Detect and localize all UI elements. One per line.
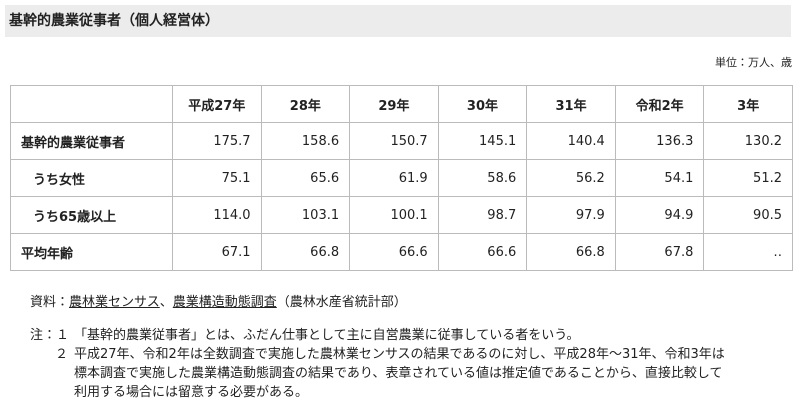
table-row: 基幹的農業従事者 175.7 158.6 150.7 145.1 140.4 136.3 13… — [10, 122, 793, 160]
notes: 注：１ 「基幹的農業従事者」とは、ふだん仕事として主に自営農業に従事している者をい… — [30, 326, 725, 402]
note-line: 標本調査で実施した農業構造動態調査の結果であり、表章されている値は推定値であるこ… — [30, 364, 725, 383]
cell: 103.1 — [260, 196, 351, 234]
column-header: 30年 — [437, 85, 528, 123]
row-label: うち女性 — [10, 159, 173, 197]
cell: 100.1 — [349, 196, 439, 234]
column-header: 28年 — [260, 85, 351, 123]
row-label: 基幹的農業従事者 — [10, 122, 173, 160]
note-text: 「基幹的農業従事者」とは、ふだん仕事として主に自営農業に従事している者をいう。 — [74, 328, 580, 343]
note-line: 注：１ 「基幹的農業従事者」とは、ふだん仕事として主に自営農業に従事している者をい… — [30, 326, 725, 345]
note-indent — [30, 364, 74, 383]
cell: 67.8 — [614, 233, 705, 271]
note-line: 利用する場合には留意する必要がある。 — [30, 383, 725, 402]
row-label: うち65歳以上 — [10, 196, 173, 234]
cell: 140.4 — [526, 122, 616, 160]
column-header: 平成27年 — [172, 85, 262, 123]
cell: 136.3 — [614, 122, 705, 160]
table-body: 基幹的農業従事者 175.7 158.6 150.7 145.1 140.4 136.3 13… — [10, 122, 793, 271]
cell: 65.6 — [260, 159, 351, 197]
note-indent — [30, 383, 74, 402]
cell: 130.2 — [703, 122, 793, 160]
cell: 150.7 — [349, 122, 439, 160]
note-text: 平成27年、令和2年は全数調査で実施した農林業センサスの結果であるのに対し、平成… — [74, 347, 725, 362]
cell: 66.6 — [349, 233, 439, 271]
data-table: 平成27年 28年 29年 30年 31年 令和2年 3年 基幹的農業従事者 175.7 158… — [10, 85, 793, 271]
section-title: 基幹的農業従事者（個人経営体） — [5, 5, 791, 37]
row-label: 平均年齢 — [10, 233, 173, 271]
cell: 90.5 — [703, 196, 793, 234]
corner-cell — [10, 85, 173, 123]
cell: 114.0 — [172, 196, 262, 234]
cell: ‥ — [703, 233, 793, 271]
cell: 94.9 — [614, 196, 705, 234]
cell: 158.6 — [260, 122, 351, 160]
cell: 51.2 — [703, 159, 793, 197]
column-header: 31年 — [526, 85, 616, 123]
cell: 67.1 — [172, 233, 262, 271]
source-link[interactable]: 農林業センサス — [69, 295, 160, 310]
table-row: 平均年齢 67.1 66.8 66.6 66.6 66.8 67.8 ‥ — [10, 233, 793, 271]
source-link[interactable]: 農業構造動態調査 — [172, 295, 277, 310]
column-header: 29年 — [349, 85, 439, 123]
cell: 56.2 — [526, 159, 616, 197]
note-text: 標本調査で実施した農業構造動態調査の結果であり、表章されている値は推定値であるこ… — [74, 366, 723, 381]
unit-label: 単位：万人、歳 — [715, 56, 792, 69]
note-marker: ２ — [54, 347, 68, 362]
header-row: 平成27年 28年 29年 30年 31年 令和2年 3年 — [10, 85, 793, 123]
source-suffix: （農林水産省統計部） — [276, 295, 407, 310]
cell: 97.9 — [526, 196, 616, 234]
cell: 66.8 — [260, 233, 351, 271]
table-head: 平成27年 28年 29年 30年 31年 令和2年 3年 — [10, 85, 793, 123]
cell: 175.7 — [172, 122, 262, 160]
note-text: 利用する場合には留意する必要がある。 — [74, 385, 309, 400]
note-line: ２ 平成27年、令和2年は全数調査で実施した農林業センサスの結果であるのに対し、平… — [30, 345, 725, 364]
cell: 66.6 — [437, 233, 528, 271]
cell: 61.9 — [349, 159, 439, 197]
source-separator: 、 — [159, 295, 173, 310]
column-header: 令和2年 — [614, 85, 705, 123]
cell: 98.7 — [437, 196, 528, 234]
source-prefix: 資料： — [30, 295, 70, 310]
column-header: 3年 — [703, 85, 793, 123]
cell: 66.8 — [526, 233, 616, 271]
cell: 75.1 — [172, 159, 262, 197]
note-marker: 注：１ — [30, 328, 70, 343]
cell: 54.1 — [614, 159, 705, 197]
cell: 145.1 — [437, 122, 528, 160]
table-row: うち65歳以上 114.0 103.1 100.1 98.7 97.9 94.9 90.5 — [10, 196, 793, 234]
cell: 58.6 — [437, 159, 528, 197]
table-row: うち女性 75.1 65.6 61.9 58.6 56.2 54.1 51.2 — [10, 159, 793, 197]
source: 資料：農林業センサス、農業構造動態調査（農林水産省統計部） — [30, 291, 407, 310]
